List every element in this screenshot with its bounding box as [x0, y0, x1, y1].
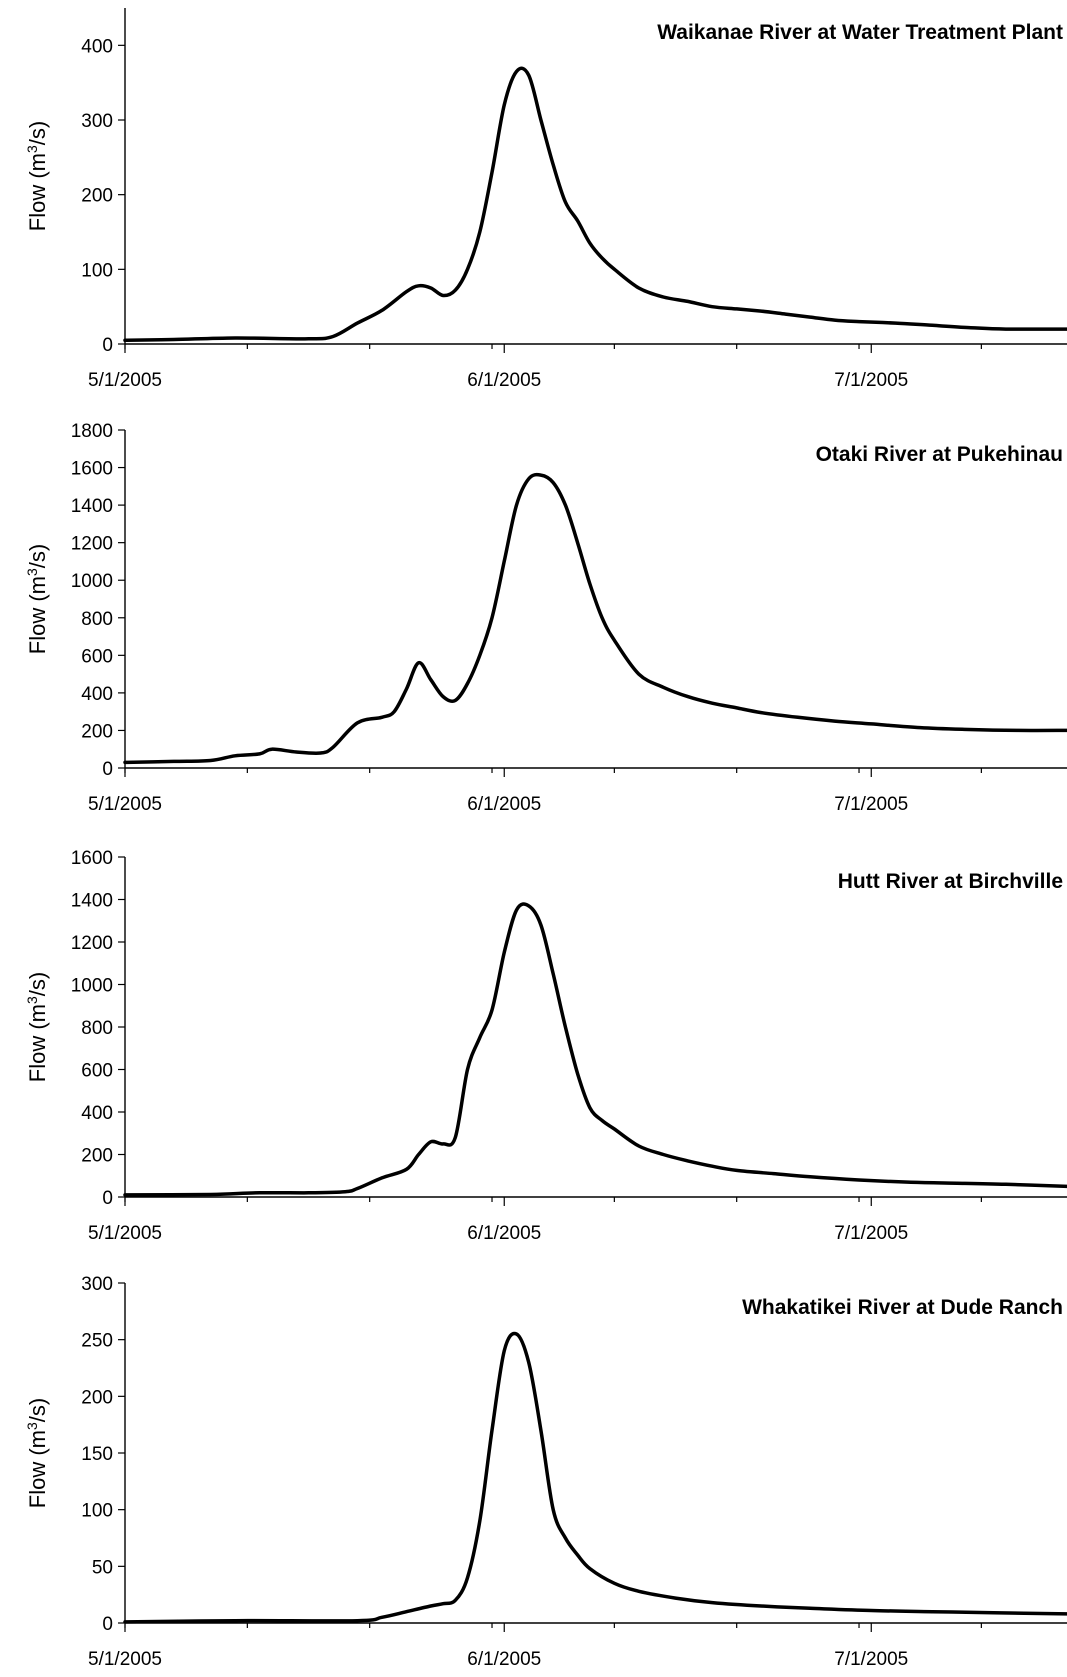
y-tick-label: 200: [81, 1387, 113, 1408]
y-tick-label: 1200: [71, 933, 113, 954]
x-tick-label: 5/1/2005: [88, 1223, 162, 1244]
y-tick-label: 200: [81, 1146, 113, 1167]
chart-panel-3: 0 200 400 600 800 1000 1200 1400 1600 5/1/2005 6/1…: [24, 848, 1067, 1244]
x-tick-label: 7/1/2005: [834, 794, 908, 815]
flow-series-line: [123, 66, 1067, 343]
y-tick-label: 200: [81, 186, 113, 207]
x-tick-label: 6/1/2005: [467, 1649, 541, 1670]
y-tick-label: 1600: [71, 848, 113, 869]
x-tick-label: 6/1/2005: [467, 794, 541, 815]
x-tick-label: 7/1/2005: [834, 1223, 908, 1244]
x-tick-label: 6/1/2005: [467, 370, 541, 391]
y-tick-label: 400: [81, 684, 113, 705]
flow-series-line: [123, 902, 1067, 1197]
y-tick-label: 0: [102, 759, 113, 780]
y-tick-label: 800: [81, 1018, 113, 1039]
y-axis-label: Flow (m3/s): [24, 544, 50, 654]
panel-title: Waikanae River at Water Treatment Plant: [657, 21, 1063, 44]
y-axis-label: Flow (m3/s): [24, 1398, 50, 1508]
y-tick-label: 600: [81, 646, 113, 667]
y-tick-label: 400: [81, 1103, 113, 1124]
y-tick-label: 1200: [71, 534, 113, 555]
y-tick-label: 1400: [71, 891, 113, 912]
panel-title: Otaki River at Pukehinau: [816, 443, 1063, 466]
y-tick-label: 100: [81, 260, 113, 281]
x-tick-label: 5/1/2005: [88, 794, 162, 815]
y-tick-label: 1000: [71, 976, 113, 997]
x-tick-label: 5/1/2005: [88, 1649, 162, 1670]
y-tick-label: 1600: [71, 459, 113, 480]
x-tick-label: 7/1/2005: [834, 370, 908, 391]
y-tick-label: 600: [81, 1061, 113, 1082]
y-axis-label: Flow (m3/s): [24, 121, 50, 231]
y-tick-label: 250: [81, 1331, 113, 1352]
y-tick-label: 0: [102, 1188, 113, 1209]
y-tick-label: 1400: [71, 496, 113, 517]
flow-series-line: [123, 472, 1067, 765]
panel-title: Whakatikei River at Dude Ranch: [742, 1296, 1063, 1319]
y-tick-label: 50: [92, 1557, 113, 1578]
y-tick-label: 300: [81, 1274, 113, 1295]
y-tick-label: 0: [102, 335, 113, 356]
y-tick-label: 0: [102, 1614, 113, 1635]
chart-panel-4: 0 50 100 150 200 250 300 5/1/2005 6/1/2005 7/1/20…: [24, 1274, 1067, 1670]
y-tick-label: 800: [81, 609, 113, 630]
y-tick-label: 400: [81, 36, 113, 57]
panel-title: Hutt River at Birchville: [838, 870, 1063, 893]
y-tick-label: 1800: [71, 421, 113, 442]
y-tick-label: 300: [81, 111, 113, 132]
y-axis-label: Flow (m3/s): [24, 972, 50, 1082]
x-tick-label: 7/1/2005: [834, 1649, 908, 1670]
flow-series-line: [123, 1331, 1067, 1624]
y-tick-label: 200: [81, 721, 113, 742]
chart-panel-1: 0 100 200 300 400 5/1/2005 6/1/2005 7/1/2005 Flo…: [24, 8, 1067, 391]
y-tick-label: 150: [81, 1444, 113, 1465]
y-tick-label: 100: [81, 1501, 113, 1522]
x-tick-label: 6/1/2005: [467, 1223, 541, 1244]
y-tick-label: 1000: [71, 571, 113, 592]
chart-panel-2: 0 200 400 600 800 1000 1200 1400 1600 1800 5/1/200…: [24, 421, 1067, 815]
x-tick-label: 5/1/2005: [88, 370, 162, 391]
